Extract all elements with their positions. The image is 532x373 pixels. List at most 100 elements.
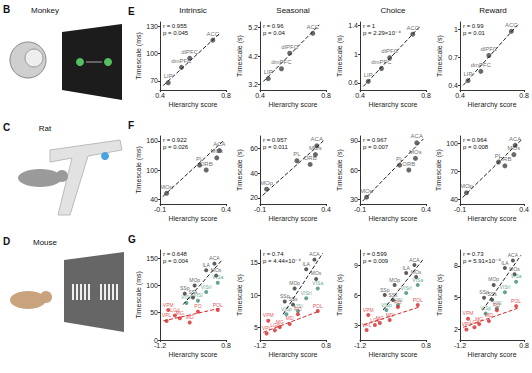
svg-text:5: 5 bbox=[254, 324, 258, 331]
svg-text:100: 100 bbox=[146, 50, 158, 57]
svg-text:-1.2: -1.2 bbox=[454, 342, 466, 349]
svg-text:MOp: MOp bbox=[389, 277, 400, 283]
svg-text:2: 2 bbox=[454, 326, 458, 333]
svg-text:ACA: ACA bbox=[411, 133, 423, 139]
svg-text:p = 0.004: p = 0.004 bbox=[163, 258, 189, 264]
svg-text:r = 0.964: r = 0.964 bbox=[463, 137, 488, 143]
svg-text:r = 0.955: r = 0.955 bbox=[163, 23, 188, 29]
svg-text:0.4: 0.4 bbox=[448, 82, 458, 89]
svg-text:p = 2.29×10⁻⁴: p = 2.29×10⁻⁴ bbox=[363, 30, 401, 36]
svg-text:Intrinsic: Intrinsic bbox=[179, 6, 207, 15]
svg-text:p = 0.009: p = 0.009 bbox=[363, 258, 389, 264]
svg-text:r = 0.599: r = 0.599 bbox=[363, 251, 388, 257]
svg-text:ACA: ACA bbox=[213, 141, 225, 147]
svg-text:ORB: ORB bbox=[498, 156, 511, 162]
svg-text:PO: PO bbox=[294, 306, 301, 312]
svg-text:VISa: VISa bbox=[511, 273, 522, 279]
svg-text:0.8: 0.8 bbox=[221, 342, 231, 349]
svg-text:MOp: MOp bbox=[289, 280, 300, 286]
svg-text:F: F bbox=[128, 120, 134, 131]
svg-text:MOs: MOs bbox=[211, 267, 222, 273]
svg-text:VISrl: VISrl bbox=[499, 284, 510, 290]
svg-text:MOs: MOs bbox=[311, 270, 322, 276]
svg-text:40: 40 bbox=[150, 196, 158, 203]
svg-text:r = 0.74: r = 0.74 bbox=[263, 251, 284, 257]
svg-text:POL: POL bbox=[313, 303, 323, 309]
svg-text:MOs: MOs bbox=[411, 269, 422, 275]
svg-text:150: 150 bbox=[146, 255, 158, 262]
svg-text:Choice: Choice bbox=[381, 6, 406, 15]
svg-text:VISp: VISp bbox=[381, 302, 392, 308]
svg-text:MG: MG bbox=[276, 319, 284, 325]
svg-text:0.8: 0.8 bbox=[519, 92, 529, 99]
svg-text:dlPFC: dlPFC bbox=[281, 44, 298, 50]
svg-text:VPM: VPM bbox=[363, 307, 374, 313]
svg-text:9: 9 bbox=[354, 262, 358, 269]
svg-text:Hierarchy score: Hierarchy score bbox=[468, 101, 517, 109]
svg-text:Hierarchy score: Hierarchy score bbox=[468, 215, 517, 223]
svg-text:Timescale (s): Timescale (s) bbox=[336, 149, 344, 191]
svg-text:MG: MG bbox=[176, 310, 184, 316]
svg-text:20: 20 bbox=[250, 194, 258, 201]
svg-text:8: 8 bbox=[454, 262, 458, 269]
svg-text:r = 0.922: r = 0.922 bbox=[163, 137, 188, 143]
svg-text:60: 60 bbox=[250, 145, 258, 152]
svg-text:0.4: 0.4 bbox=[321, 206, 331, 213]
svg-text:LIP: LIP bbox=[264, 69, 273, 75]
svg-text:p = 0.008: p = 0.008 bbox=[463, 144, 489, 150]
svg-text:ORB: ORB bbox=[304, 155, 317, 161]
svg-text:Timescale (s): Timescale (s) bbox=[436, 274, 444, 316]
svg-text:r = 0.967: r = 0.967 bbox=[363, 137, 388, 143]
svg-text:MD: MD bbox=[286, 315, 294, 321]
svg-text:POL: POL bbox=[511, 298, 521, 304]
svg-text:0.4: 0.4 bbox=[221, 206, 231, 213]
svg-text:p = 0.026: p = 0.026 bbox=[163, 144, 189, 150]
svg-text:MOp: MOp bbox=[160, 184, 174, 190]
svg-text:0.4: 0.4 bbox=[255, 92, 265, 99]
svg-text:dmPFC: dmPFC bbox=[371, 59, 392, 65]
svg-text:VPM: VPM bbox=[263, 312, 274, 318]
svg-text:40: 40 bbox=[250, 170, 258, 177]
svg-text:p = 0.01: p = 0.01 bbox=[463, 30, 486, 36]
svg-text:VPM: VPM bbox=[463, 310, 474, 316]
svg-text:5: 5 bbox=[454, 294, 458, 301]
svg-text:ACA: ACA bbox=[309, 251, 320, 257]
svg-text:Hierarchy score: Hierarchy score bbox=[168, 351, 217, 359]
svg-text:G: G bbox=[128, 234, 136, 245]
svg-text:POL: POL bbox=[413, 297, 423, 303]
svg-text:15: 15 bbox=[250, 259, 258, 266]
svg-text:Hierarchy score: Hierarchy score bbox=[168, 215, 217, 223]
svg-text:ACA: ACA bbox=[311, 136, 323, 142]
svg-text:0.8: 0.8 bbox=[321, 92, 331, 99]
svg-text:ACC: ACC bbox=[406, 25, 419, 31]
svg-text:100: 100 bbox=[146, 282, 158, 289]
svg-text:Timescale (s): Timescale (s) bbox=[435, 149, 443, 191]
svg-text:0.8: 0.8 bbox=[421, 342, 431, 349]
svg-text:MOp: MOp bbox=[488, 276, 499, 282]
svg-text:Timescale (s): Timescale (s) bbox=[236, 149, 244, 191]
svg-text:VISp: VISp bbox=[480, 305, 491, 311]
svg-text:dmPFC: dmPFC bbox=[171, 58, 192, 64]
svg-text:ORB: ORB bbox=[402, 161, 415, 167]
svg-text:0.8: 0.8 bbox=[221, 92, 231, 99]
svg-text:r = 0.73: r = 0.73 bbox=[463, 251, 484, 257]
svg-text:130: 130 bbox=[146, 23, 158, 30]
svg-text:1.4: 1.4 bbox=[348, 22, 358, 29]
svg-text:0.8: 0.8 bbox=[519, 342, 529, 349]
svg-text:MOs: MOs bbox=[309, 145, 322, 151]
svg-text:-1.2: -1.2 bbox=[254, 342, 266, 349]
svg-text:10: 10 bbox=[250, 292, 258, 299]
svg-text:MOp: MOp bbox=[360, 188, 374, 194]
svg-text:0.4: 0.4 bbox=[455, 92, 465, 99]
svg-text:p = 0.007: p = 0.007 bbox=[363, 144, 389, 150]
svg-text:ILA: ILA bbox=[501, 260, 509, 266]
svg-text:50: 50 bbox=[150, 309, 158, 316]
svg-text:0.4: 0.4 bbox=[519, 206, 529, 213]
svg-text:PO: PO bbox=[194, 303, 201, 309]
svg-text:VISp: VISp bbox=[181, 294, 192, 300]
svg-text:VISa: VISa bbox=[212, 274, 223, 280]
svg-text:MOs: MOs bbox=[508, 145, 521, 151]
svg-text:Seasonal: Seasonal bbox=[276, 6, 310, 15]
svg-text:r = 0.99: r = 0.99 bbox=[463, 23, 484, 29]
svg-text:4.2: 4.2 bbox=[248, 53, 258, 60]
